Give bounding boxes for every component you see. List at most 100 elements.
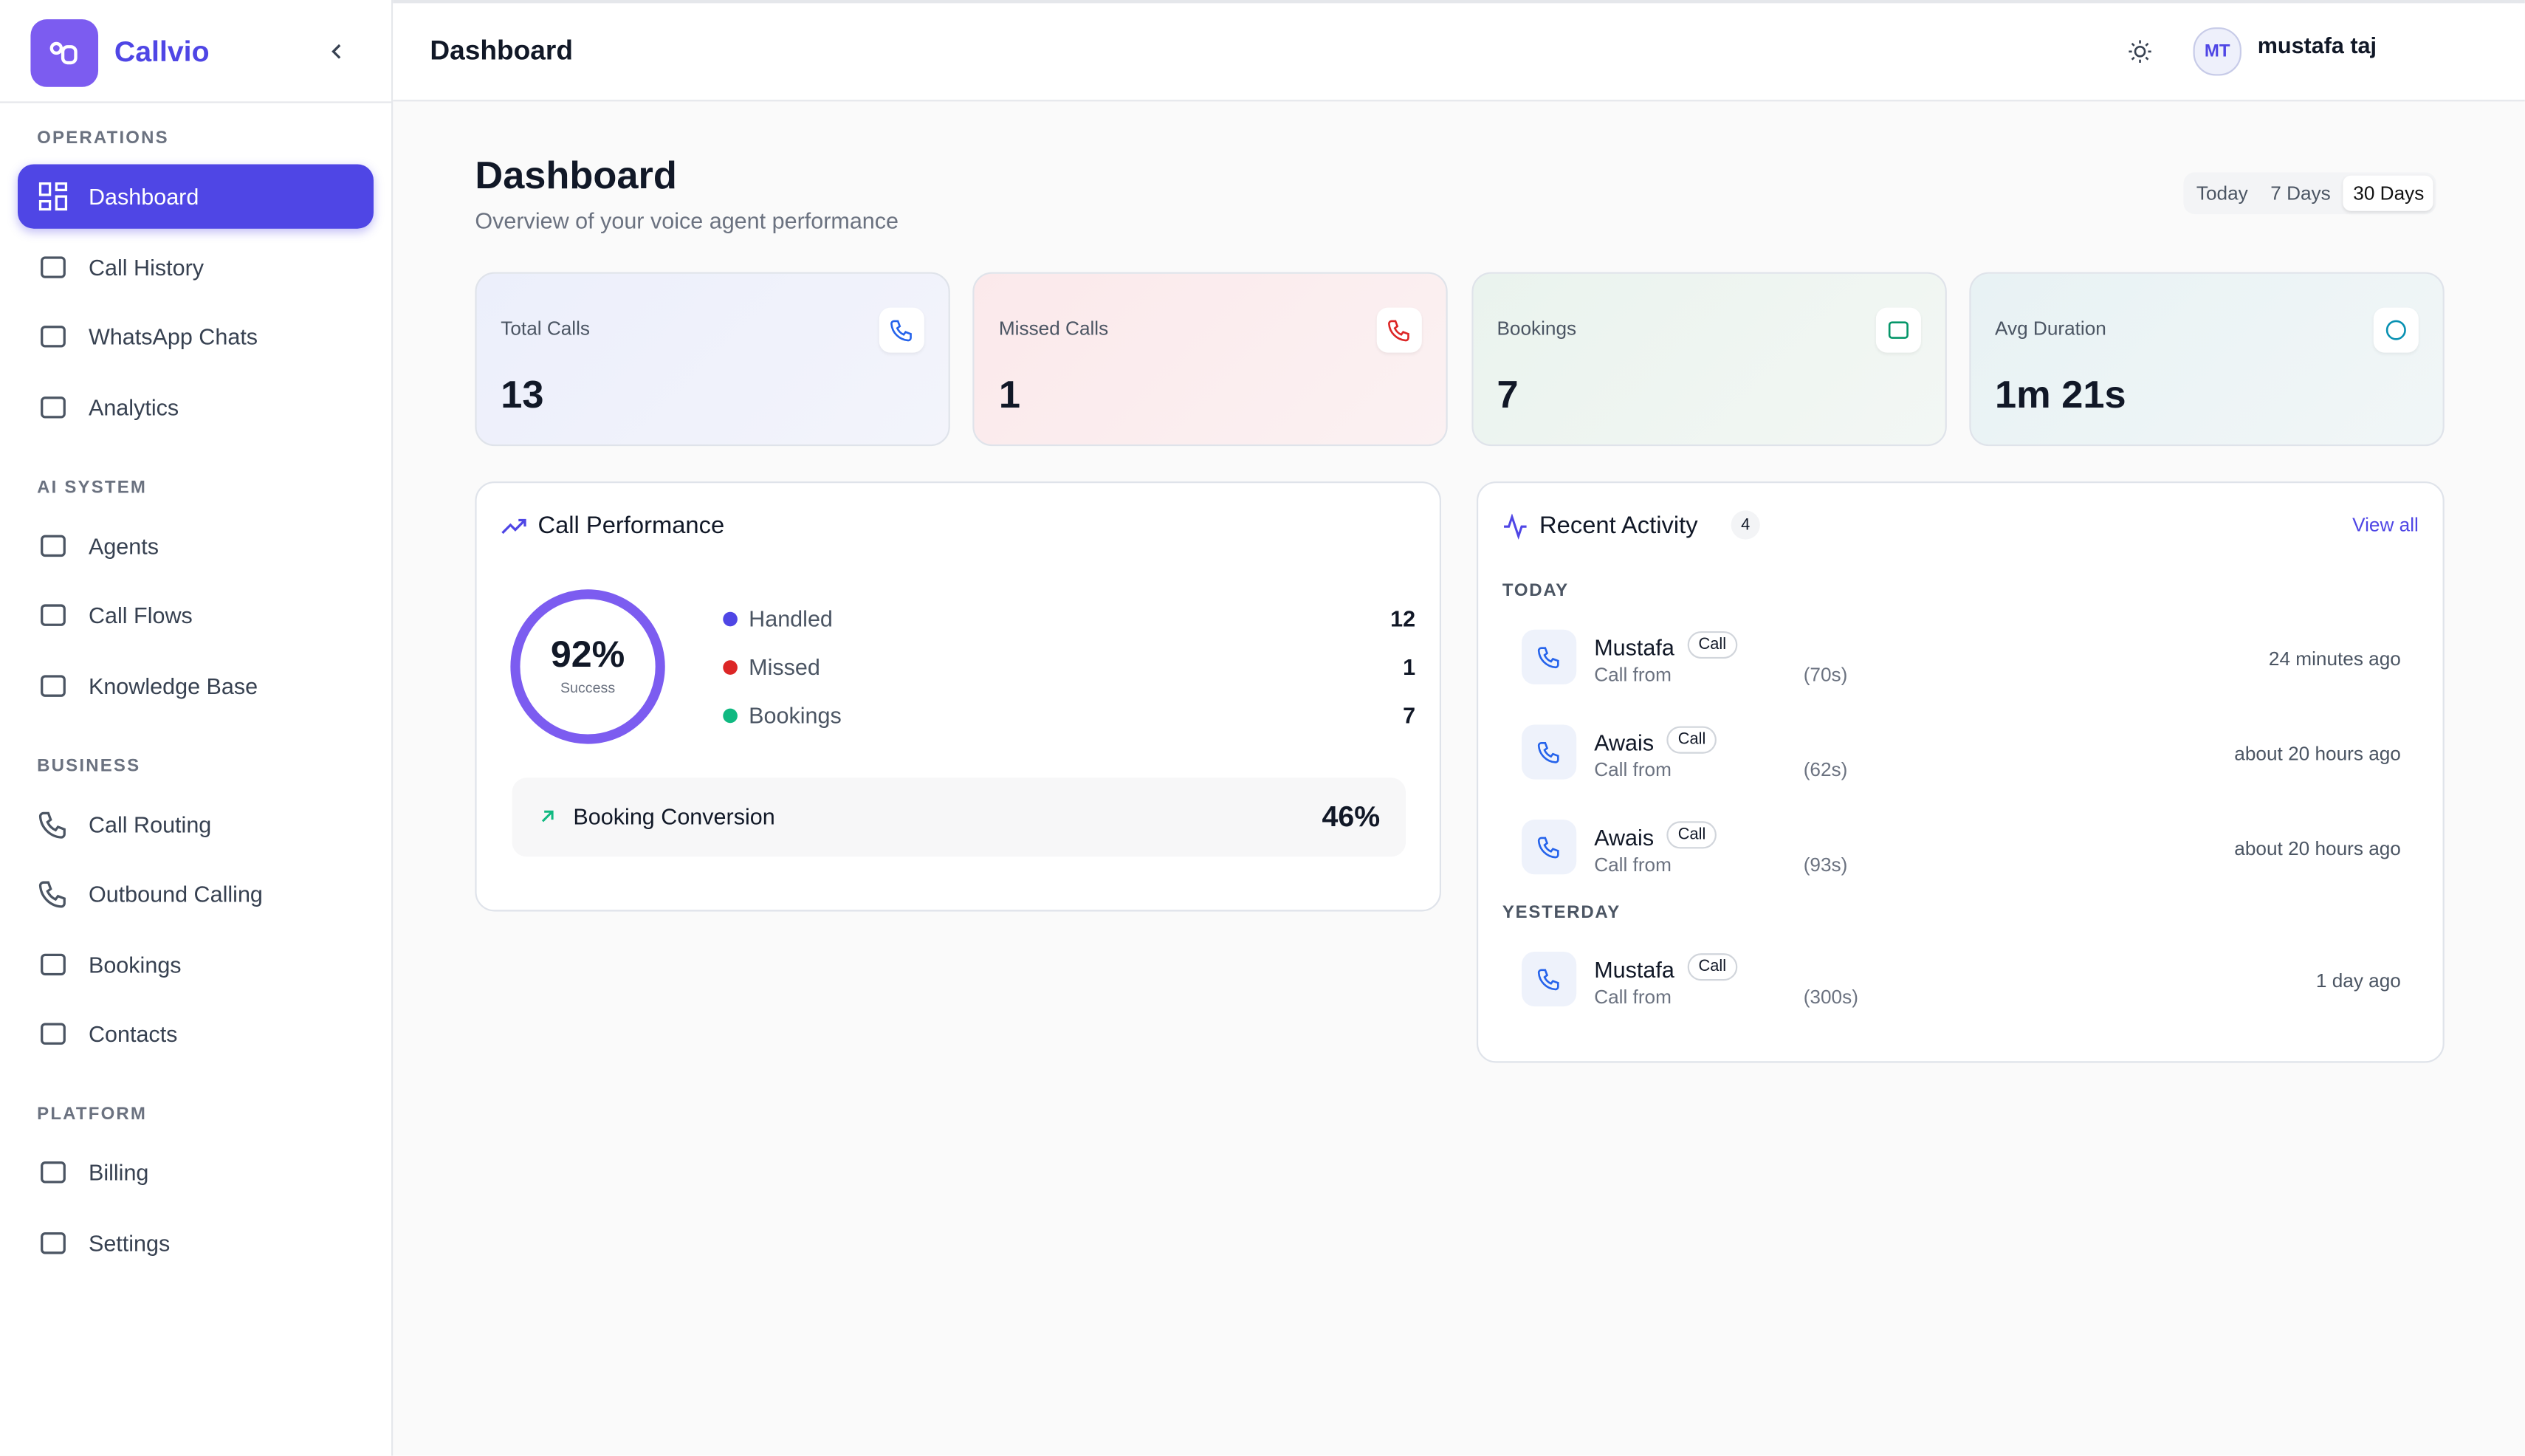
caller-name: Awais bbox=[1594, 729, 1655, 755]
nav-item[interactable]: Call History bbox=[18, 234, 374, 298]
nav-item[interactable]: Contacts bbox=[18, 1002, 374, 1066]
brand: Callvio bbox=[114, 35, 210, 68]
activity-item[interactable]: Mustafa Call Call from (300s) 1 day ago bbox=[1478, 950, 2445, 1014]
range-button[interactable]: Today bbox=[2196, 182, 2248, 205]
legend-name: Bookings bbox=[749, 701, 842, 728]
call-time: about 20 hours ago bbox=[2234, 837, 2401, 860]
nav-item[interactable]: Bookings bbox=[18, 932, 374, 996]
nav-label: Call History bbox=[88, 253, 205, 280]
performance-card: Call Performance 92% Success Booking Con… bbox=[475, 481, 1441, 912]
nav-item[interactable]: Settings bbox=[18, 1210, 374, 1274]
activity-item[interactable]: Awais Call Call from (93s) about 20 hours ag… bbox=[1478, 818, 2445, 882]
nav-label: Knowledge Base bbox=[88, 672, 258, 698]
page-title: Dashboard bbox=[475, 154, 677, 199]
call-icon bbox=[1522, 820, 1577, 875]
stat-value: 13 bbox=[501, 373, 544, 417]
header-title: Dashboard bbox=[430, 35, 573, 66]
icon bbox=[41, 604, 66, 626]
legend-dot bbox=[723, 660, 738, 675]
call-tag: Call bbox=[1666, 821, 1717, 849]
nav-label: Bookings bbox=[88, 950, 182, 977]
call-duration: (70s) bbox=[1803, 663, 1848, 687]
nav-label: Call Flows bbox=[88, 602, 193, 628]
icon bbox=[41, 1161, 66, 1184]
range-button[interactable]: 7 Days bbox=[2270, 182, 2331, 205]
range-selector: Today 7 Days 30 Days bbox=[2183, 172, 2437, 215]
nav-item[interactable]: Call Flows bbox=[18, 583, 374, 648]
conversion-box: Booking Conversion 46% bbox=[512, 777, 1406, 857]
call-tag: Call bbox=[1666, 726, 1717, 754]
call-time: about 20 hours ago bbox=[2234, 742, 2401, 765]
page-subtitle: Overview of your voice agent performance bbox=[475, 207, 899, 234]
legend-value: 7 bbox=[1403, 701, 1416, 728]
icon bbox=[1537, 969, 1559, 991]
nav-label: Call Routing bbox=[88, 811, 212, 837]
success-ring bbox=[510, 589, 665, 744]
nav-item[interactable]: Outbound Calling bbox=[18, 862, 374, 926]
section-title: OPERATIONS bbox=[37, 128, 169, 148]
icon bbox=[890, 320, 912, 342]
activity-item[interactable]: Mustafa Call Call from (70s) 24 minutes ago bbox=[1478, 628, 2445, 693]
theme-toggle[interactable] bbox=[2129, 40, 2151, 63]
call-tag: Call bbox=[1687, 953, 1738, 981]
stat-value: 7 bbox=[1497, 373, 1519, 417]
arrow-icon bbox=[541, 810, 554, 823]
nav-item[interactable]: Agents bbox=[18, 513, 374, 577]
icon bbox=[41, 1231, 66, 1254]
icon bbox=[1388, 320, 1410, 342]
call-time: 1 day ago bbox=[2315, 969, 2401, 992]
icon bbox=[41, 1023, 66, 1045]
avatar[interactable]: MT bbox=[2193, 27, 2241, 76]
call-icon bbox=[1522, 724, 1577, 780]
performance-title: Call Performance bbox=[537, 512, 725, 540]
nav-item[interactable]: Billing bbox=[18, 1140, 374, 1204]
legend-dot bbox=[723, 708, 738, 724]
activity-item[interactable]: Awais Call Call from (62s) about 20 hours ag… bbox=[1478, 723, 2445, 787]
nav-item[interactable]: Analytics bbox=[18, 374, 374, 439]
nav-label: Dashboard bbox=[88, 183, 199, 210]
stat-value: 1 bbox=[998, 373, 1021, 417]
call-icon bbox=[1522, 629, 1577, 684]
stat-label: Total Calls bbox=[501, 317, 591, 340]
caller-name: Awais bbox=[1594, 824, 1655, 851]
nav-item[interactable]: WhatsApp Chats bbox=[18, 304, 374, 368]
stat-icon bbox=[879, 307, 924, 353]
icon bbox=[41, 255, 66, 278]
trend-icon bbox=[501, 518, 526, 535]
icon bbox=[38, 182, 68, 211]
call-duration: (93s) bbox=[1803, 853, 1848, 876]
activity-icon bbox=[1504, 513, 1527, 540]
stat-label: Bookings bbox=[1497, 317, 1577, 340]
nav-label: Agents bbox=[88, 532, 159, 558]
nav-item[interactable]: Call Routing bbox=[18, 791, 374, 856]
activity-card: Recent Activity 4 View all TODAY Mustafa C… bbox=[1476, 481, 2445, 1063]
icon bbox=[38, 811, 66, 838]
view-all-link[interactable]: View all bbox=[2352, 513, 2419, 537]
nav-label: WhatsApp Chats bbox=[88, 323, 258, 350]
icon bbox=[2385, 320, 2406, 340]
range-button[interactable]: 30 Days bbox=[2343, 175, 2434, 211]
group-label: YESTERDAY bbox=[1502, 903, 1621, 923]
nav-label: Analytics bbox=[88, 394, 179, 420]
collapse-button[interactable] bbox=[327, 42, 346, 61]
nav-label: Outbound Calling bbox=[88, 881, 263, 907]
call-tag: Call bbox=[1687, 631, 1738, 659]
topbar: Dashboard MT mustafa taj bbox=[393, 0, 2525, 102]
stat-icon bbox=[2373, 307, 2419, 353]
stat-label: Avg Duration bbox=[1995, 317, 2106, 340]
stat-label: Missed Calls bbox=[998, 317, 1109, 340]
nav-label: Billing bbox=[88, 1159, 149, 1186]
stat-card: Bookings 7 bbox=[1471, 272, 1946, 447]
section-title: PLATFORM bbox=[37, 1105, 148, 1124]
nav-label: Contacts bbox=[88, 1020, 178, 1047]
activity-count: 4 bbox=[1731, 510, 1760, 540]
nav-item[interactable]: Dashboard bbox=[17, 164, 374, 229]
nav-item[interactable]: Knowledge Base bbox=[18, 653, 374, 717]
stat-icon bbox=[1875, 307, 1921, 353]
icon bbox=[1887, 321, 1909, 339]
user-name: mustafa taj bbox=[2257, 32, 2377, 58]
icon bbox=[1537, 742, 1559, 763]
stat-value: 1m 21s bbox=[1995, 373, 2126, 417]
call-duration: (62s) bbox=[1803, 758, 1848, 781]
